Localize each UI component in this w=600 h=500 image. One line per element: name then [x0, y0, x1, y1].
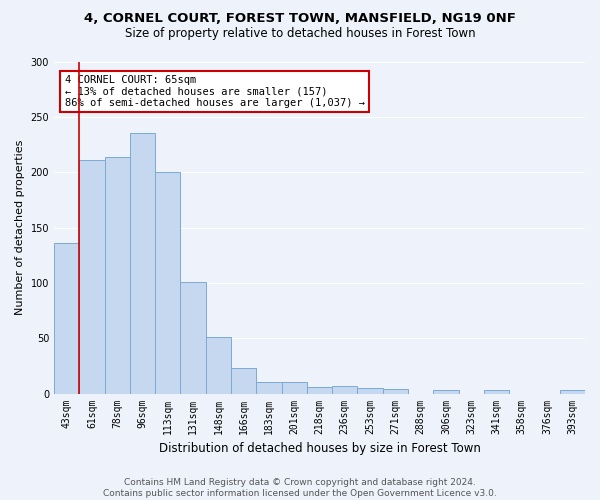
- Bar: [560, 390, 585, 394]
- Bar: [332, 386, 358, 394]
- Bar: [358, 388, 383, 394]
- Bar: [433, 390, 458, 394]
- Bar: [383, 389, 408, 394]
- Bar: [54, 243, 79, 394]
- Text: 4, CORNEL COURT, FOREST TOWN, MANSFIELD, NG19 0NF: 4, CORNEL COURT, FOREST TOWN, MANSFIELD,…: [84, 12, 516, 26]
- X-axis label: Distribution of detached houses by size in Forest Town: Distribution of detached houses by size …: [158, 442, 481, 455]
- Bar: [104, 156, 130, 394]
- Bar: [231, 368, 256, 394]
- Bar: [256, 382, 281, 394]
- Text: 4 CORNEL COURT: 65sqm
← 13% of detached houses are smaller (157)
86% of semi-det: 4 CORNEL COURT: 65sqm ← 13% of detached …: [65, 75, 365, 108]
- Bar: [206, 337, 231, 394]
- Y-axis label: Number of detached properties: Number of detached properties: [15, 140, 25, 315]
- Bar: [484, 390, 509, 394]
- Bar: [307, 387, 332, 394]
- Bar: [181, 282, 206, 394]
- Bar: [281, 382, 307, 394]
- Bar: [79, 160, 104, 394]
- Text: Size of property relative to detached houses in Forest Town: Size of property relative to detached ho…: [125, 28, 475, 40]
- Text: Contains HM Land Registry data © Crown copyright and database right 2024.
Contai: Contains HM Land Registry data © Crown c…: [103, 478, 497, 498]
- Bar: [155, 172, 181, 394]
- Bar: [130, 134, 155, 394]
